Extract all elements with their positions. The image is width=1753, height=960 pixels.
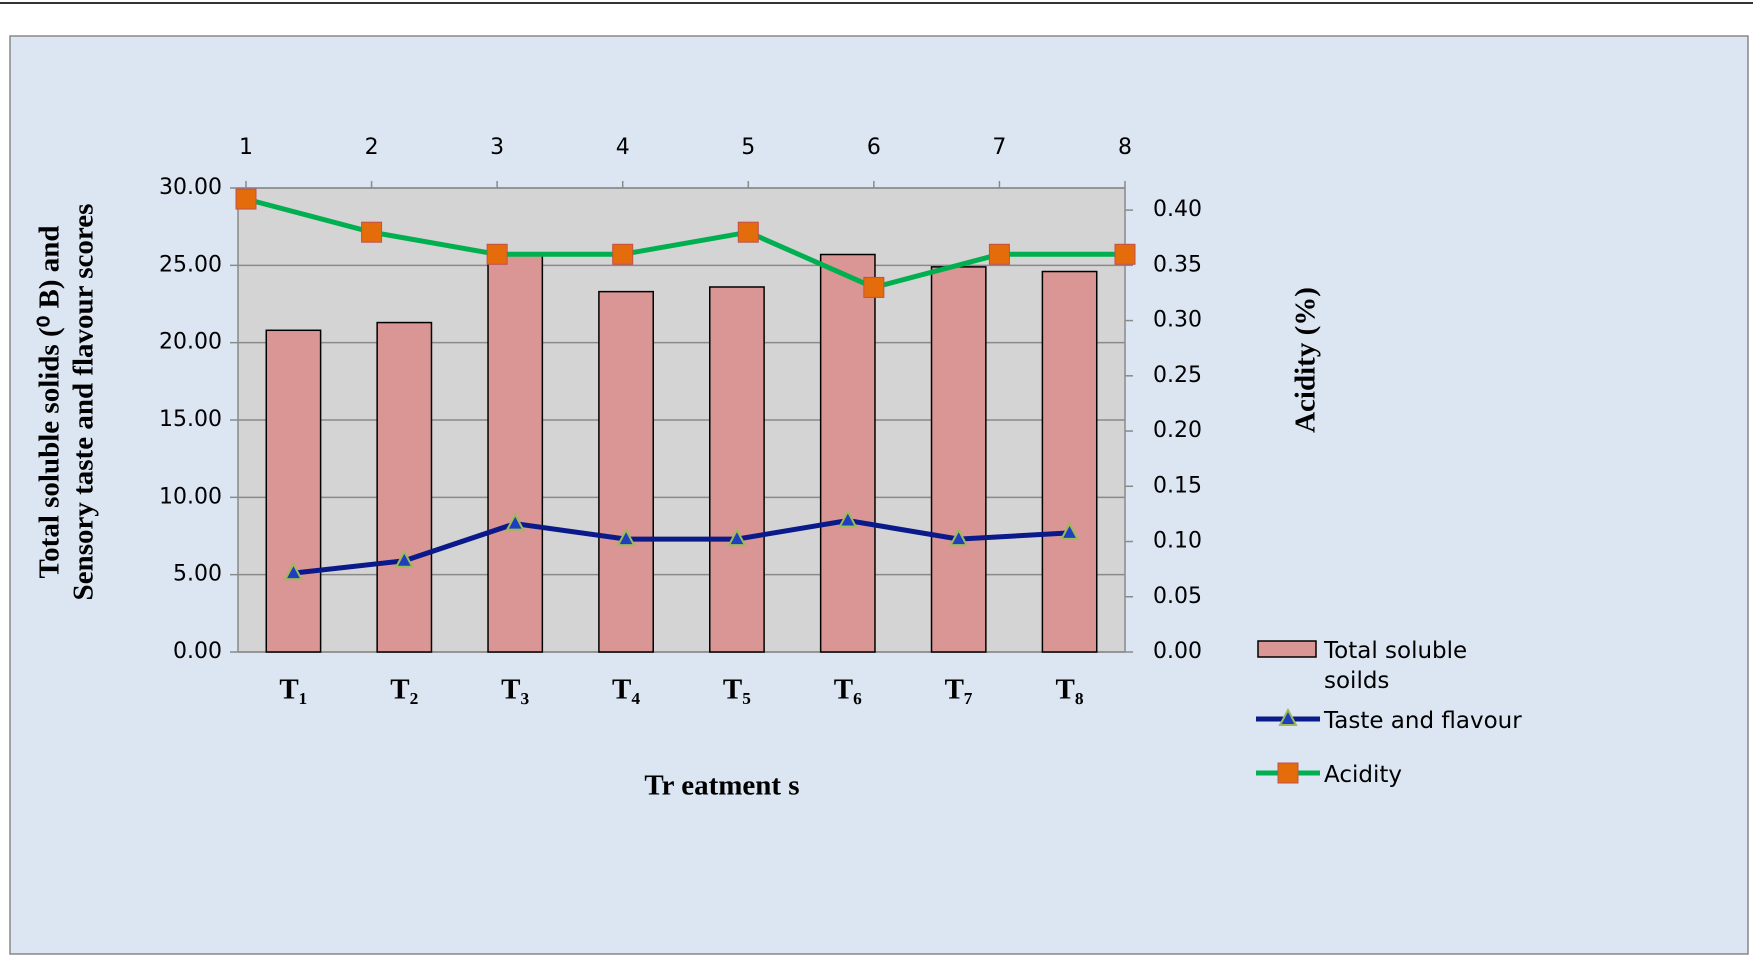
y2-tick-label: 0.25 [1153,363,1202,388]
x-top-tick-label: 6 [867,135,881,160]
legend-item: Total soluble soilds [1256,636,1546,696]
y-tick-label: 0.00 [173,639,222,664]
legend: Total soluble soilds Taste and flavour Aci… [1256,636,1546,800]
marker [486,243,508,265]
x-top-tick-label: 3 [490,135,504,160]
legend-label: Total soluble soilds [1324,638,1468,694]
legend-item: Acidity [1256,760,1546,790]
bar [265,329,322,653]
bar [819,253,876,653]
x-tick-label: T₄ [612,674,640,706]
y-axis-title: Total soluble solids (⁰ B) and [34,225,66,578]
marker [505,512,525,531]
bar [376,321,433,653]
marker [863,276,885,298]
marker [616,527,636,547]
y2-tick-label: 0.20 [1153,418,1202,443]
y-axis-title: Sensory taste and flavour scores [68,204,100,601]
y2-tick-label: 0.00 [1153,639,1202,664]
x-tick-label: T₇ [945,674,973,706]
x-tick-label: T₆ [834,674,862,706]
legend-label: Taste and flavour [1324,708,1522,734]
marker [727,527,747,547]
y-tick-label: 30.00 [159,175,222,200]
swatch-marker [1277,762,1299,784]
marker [949,527,969,547]
marker [283,561,304,581]
bar [930,266,987,653]
y2-tick-label: 0.40 [1153,197,1202,222]
x-tick-label: T₅ [723,674,751,706]
marker [235,188,257,210]
marker [737,221,759,243]
marker [361,221,383,243]
swatch-marker [1278,707,1298,726]
y2-tick-label: 0.30 [1153,308,1202,333]
line [245,196,1125,291]
x-tick-label: T₁ [279,674,307,706]
x-top-tick-label: 4 [616,135,630,160]
legend-swatch [1257,640,1317,658]
bar [487,253,544,653]
marker [988,243,1010,265]
legend-swatch [1256,707,1320,726]
y2-axis-title: Acidity (%) [1290,287,1322,433]
y-tick-label: 25.00 [159,252,222,277]
marker [838,509,858,528]
x-axis-title: Tr eatment s [644,770,799,802]
y2-tick-label: 0.10 [1153,529,1202,554]
y-tick-label: 20.00 [159,330,222,355]
y2-tick-label: 0.05 [1153,584,1202,609]
bar [598,290,654,653]
y2-tick-label: 0.35 [1153,252,1202,277]
x-top-tick-label: 1 [239,135,253,160]
x-tick-label: T₃ [501,674,529,706]
marker [1114,243,1136,265]
y-tick-label: 5.00 [173,562,222,587]
y-tick-label: 10.00 [159,484,222,509]
x-top-tick-label: 7 [992,135,1006,160]
marker [1059,521,1080,540]
x-tick-label: T₈ [1056,674,1084,706]
bar [1041,270,1098,653]
y2-tick-label: 0.15 [1153,473,1202,498]
line [293,517,1070,576]
y-tick-label: 15.00 [159,407,222,432]
legend-label: Acidity [1324,762,1402,788]
swatch [1257,640,1317,658]
x-top-tick-label: 2 [365,135,379,160]
x-top-tick-label: 5 [741,135,755,160]
x-top-tick-label: 8 [1118,135,1132,160]
marker [612,243,634,265]
bar [709,286,765,653]
x-tick-label: T₂ [390,674,418,706]
legend-item: Taste and flavour [1256,706,1546,736]
legend-swatch [1256,762,1320,784]
marker [394,549,414,568]
